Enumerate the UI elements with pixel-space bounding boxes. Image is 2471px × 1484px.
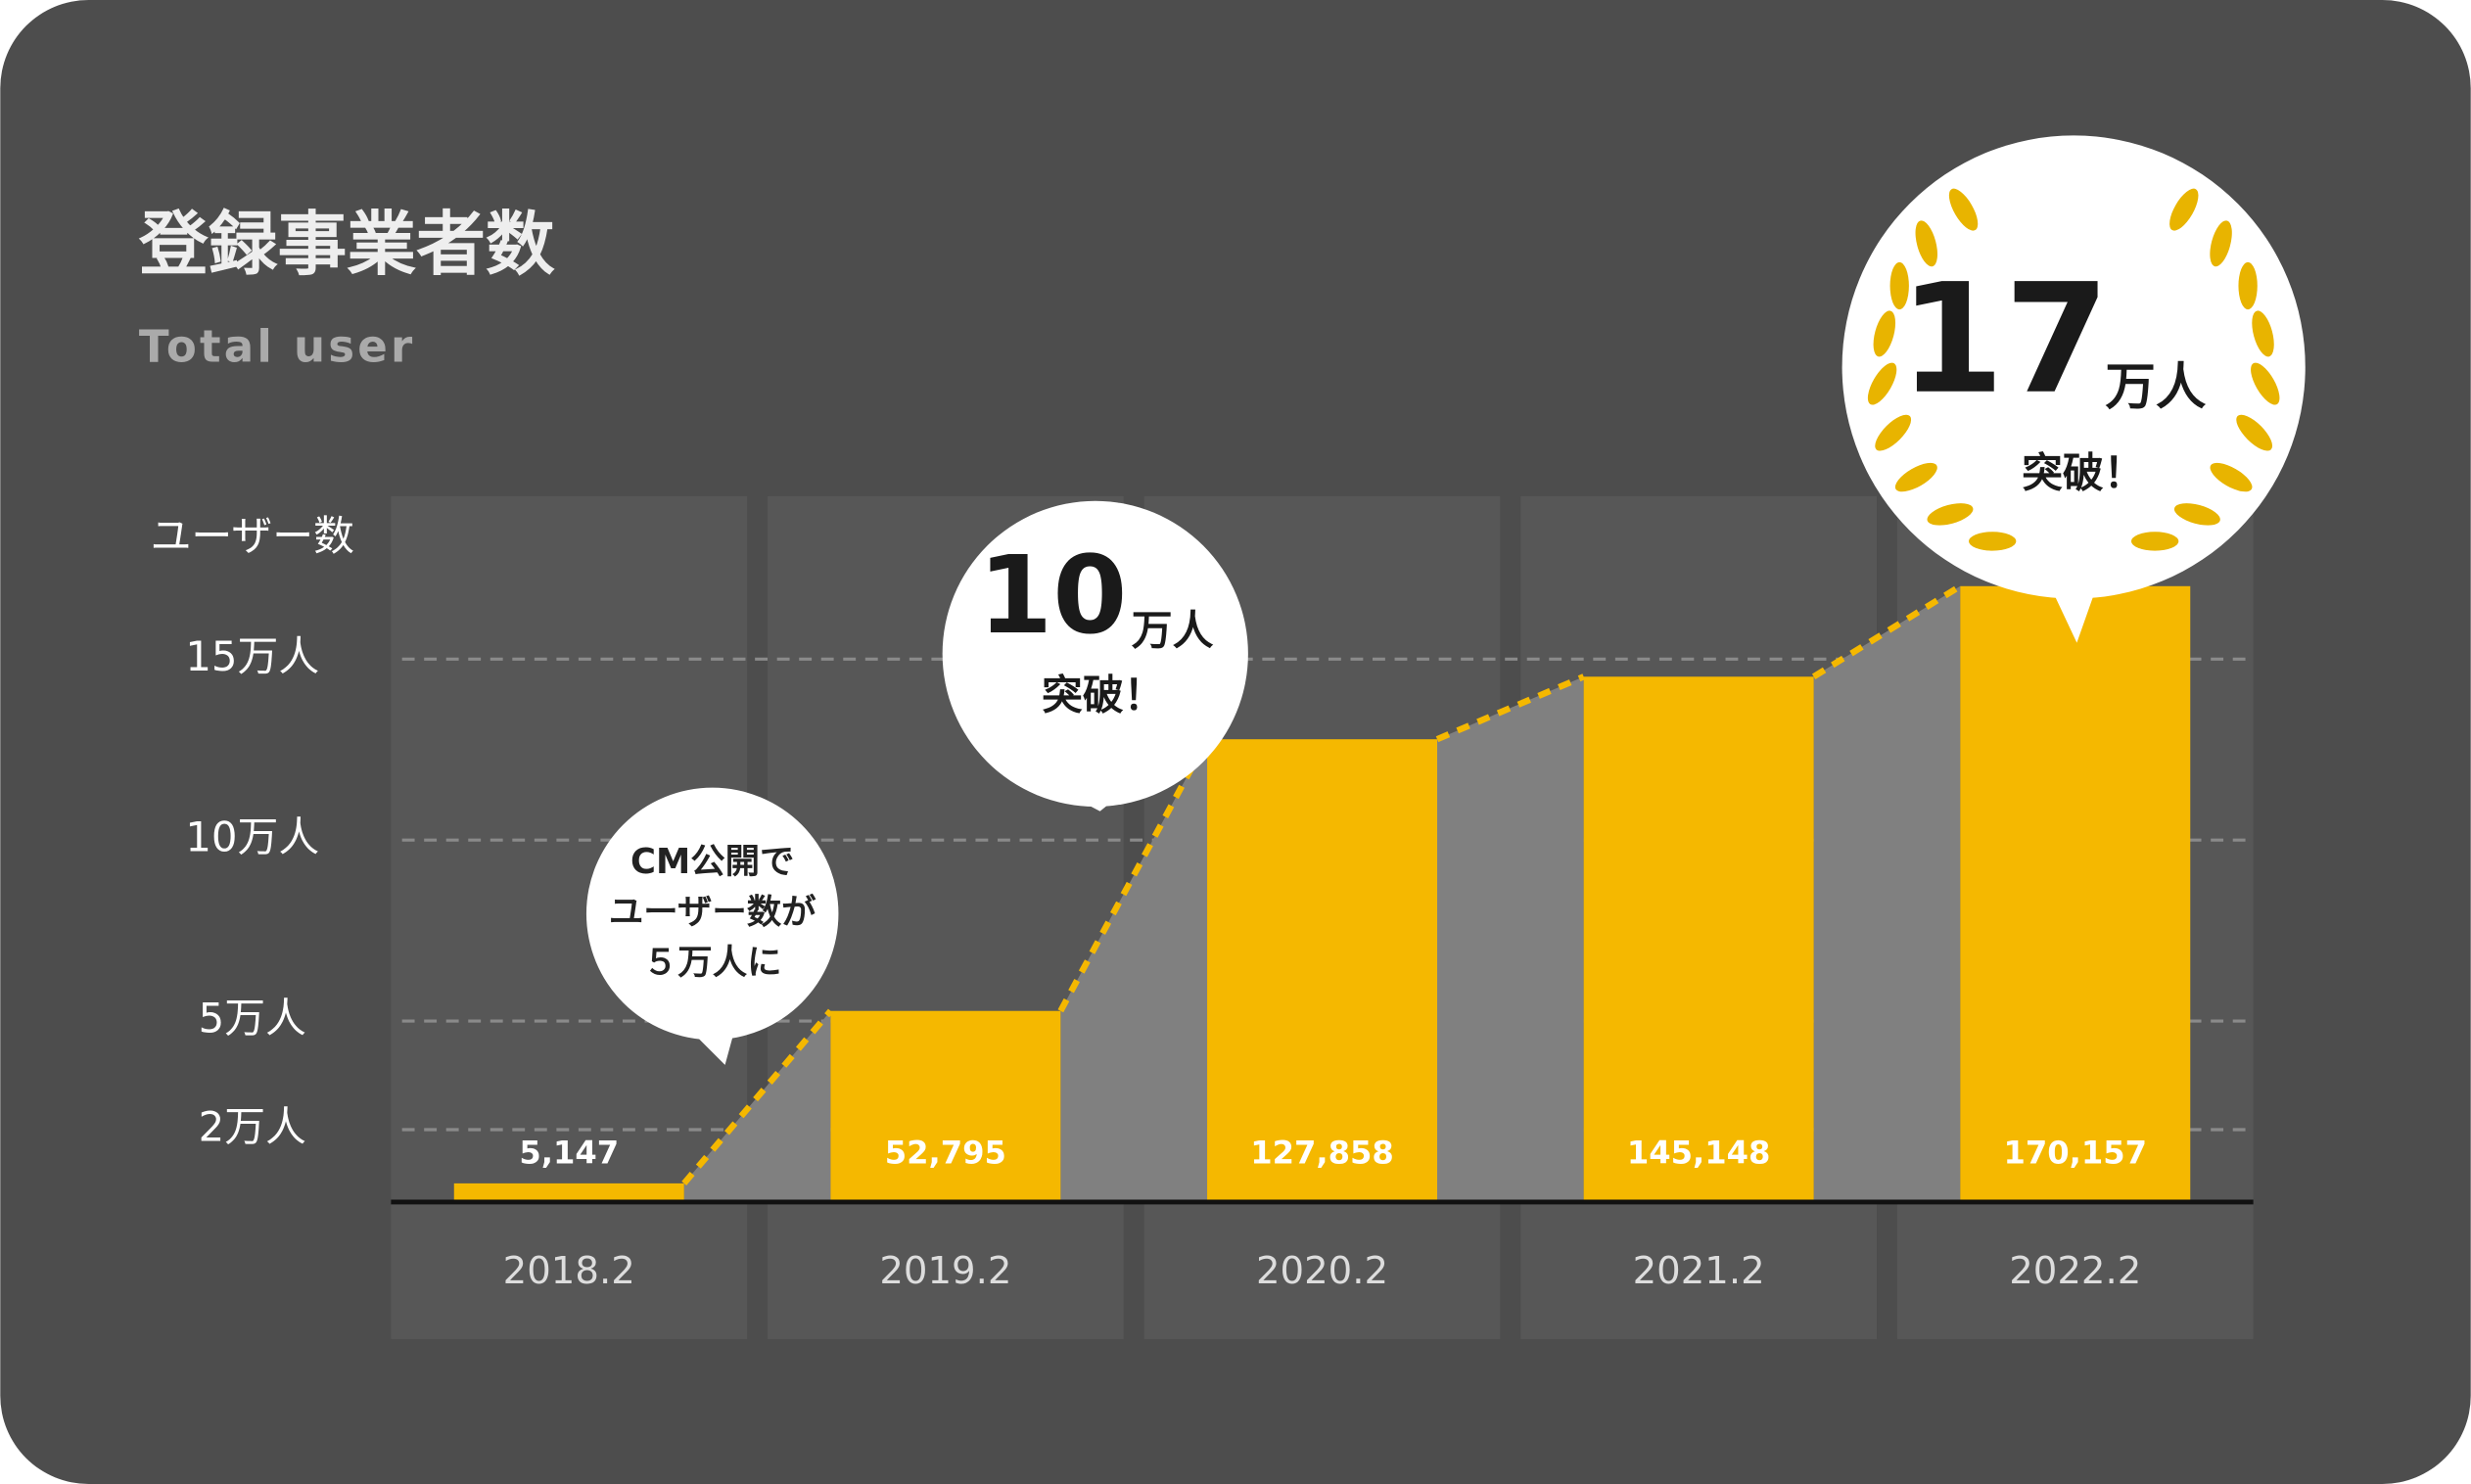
laurel-leaf — [2236, 414, 2273, 451]
laurel-leaf — [2210, 220, 2232, 267]
laurel-leaf — [2131, 532, 2179, 551]
laurel-leaf — [2252, 310, 2274, 357]
chart-subtitle: Total user — [139, 320, 416, 372]
annotation-number: 10 — [978, 533, 1127, 658]
annotation-text: ユーザー数が — [609, 892, 816, 932]
connector-line — [681, 1008, 833, 1185]
bar — [1207, 739, 1437, 1202]
bubble — [942, 500, 1248, 807]
annotation-unit: 万人 — [1132, 606, 1214, 654]
laurel-leaf — [1867, 362, 1897, 405]
x-tick-label: 2019.2 — [879, 1249, 1011, 1293]
laurel-leaf — [1894, 462, 1937, 492]
laurel-leaf — [1927, 503, 1974, 526]
laurel-leaf — [2210, 462, 2253, 492]
annotation-text: 突破！ — [2022, 449, 2145, 497]
connector-line — [1811, 583, 1962, 680]
bubble — [1842, 135, 2306, 599]
connector-line — [1057, 737, 1210, 1013]
annotation-unit: 万人 — [2105, 358, 2206, 417]
x-tick-label: 2020.2 — [1256, 1249, 1388, 1293]
value-label: 5,147 — [519, 1135, 619, 1172]
bar — [453, 1183, 684, 1202]
y-tick-label: 5万人 — [199, 995, 306, 1043]
bar — [1583, 676, 1814, 1202]
connector-area — [1813, 585, 1961, 1202]
laurel-leaf — [1875, 414, 1912, 451]
value-label: 52,795 — [885, 1135, 1006, 1172]
chart-title: 登録事業者数 — [138, 204, 555, 285]
y-tick-label: 2万人 — [199, 1102, 306, 1150]
y-tick-label: 10万人 — [185, 813, 319, 861]
connector-area — [1436, 676, 1584, 1202]
laurel-leaf — [2173, 503, 2220, 526]
bar — [1960, 585, 2191, 1202]
connector-line — [1435, 673, 1585, 743]
x-tick-label: 2021.2 — [1633, 1249, 1765, 1293]
bubble-tail — [2051, 588, 2096, 643]
annotation-text: ５万人に — [643, 943, 782, 983]
value-label: 170,157 — [2004, 1135, 2148, 1172]
annotation-number: 17 — [1899, 253, 2110, 428]
laurel-leaf — [1915, 220, 1937, 267]
bubble — [585, 787, 839, 1041]
laurel-leaf — [1948, 188, 1979, 231]
connector-area — [1060, 739, 1208, 1202]
x-tick-label: 2022.2 — [2009, 1249, 2141, 1293]
laurel-leaf — [2238, 261, 2258, 310]
bar — [830, 1010, 1061, 1202]
laurel-leaf — [2251, 362, 2280, 405]
laurel-leaf — [1873, 310, 1896, 357]
laurel-leaf — [2169, 188, 2199, 231]
laurel-leaf — [1889, 261, 1909, 310]
annotation-text: 突破！ — [1042, 671, 1165, 719]
value-label: 145,148 — [1627, 1135, 1771, 1172]
value-label: 127,858 — [1250, 1135, 1394, 1172]
y-tick-label: 15万人 — [185, 632, 319, 680]
laurel-leaf — [1969, 532, 2017, 551]
x-tick-label: 2018.2 — [503, 1249, 635, 1293]
y-axis-label: ユーザー数 — [151, 512, 354, 560]
annotation-text: CM公開で — [630, 842, 794, 882]
